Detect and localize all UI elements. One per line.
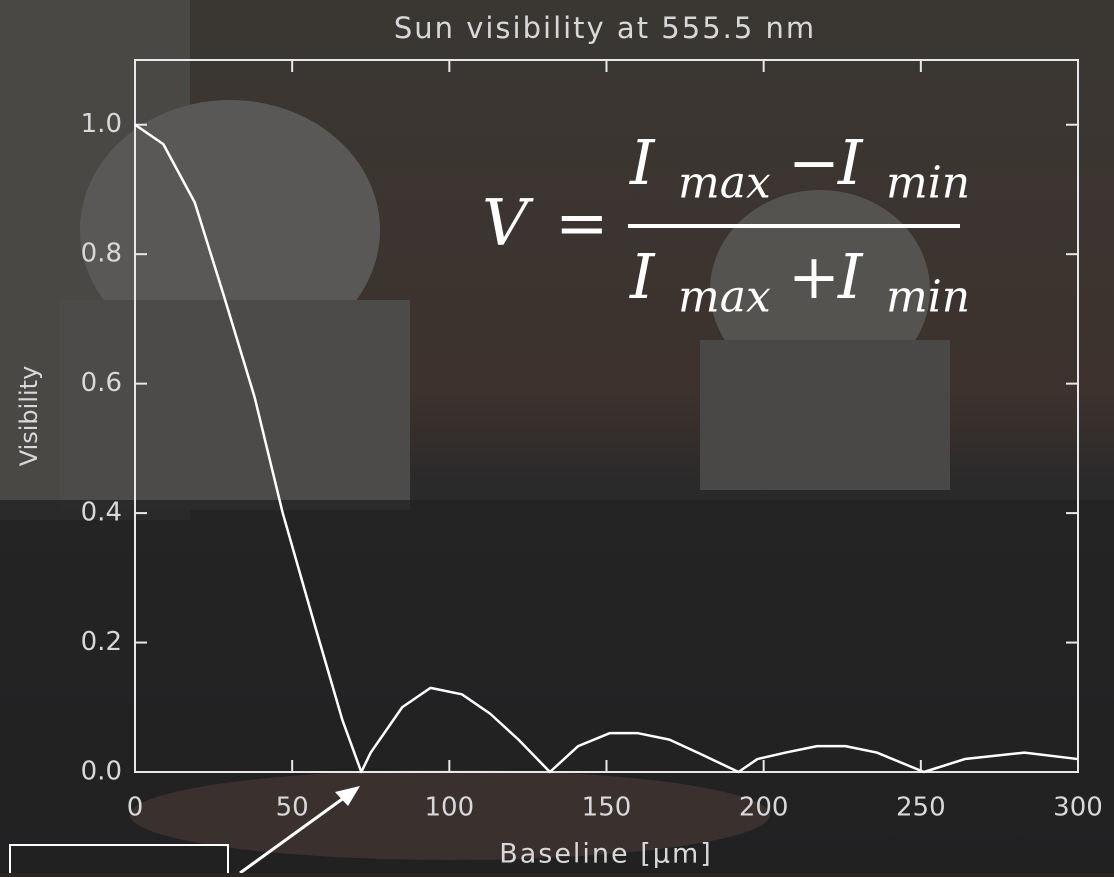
formula-subscript: min xyxy=(886,158,970,209)
formula-operator: − xyxy=(788,126,840,199)
x-tick-label: 300 xyxy=(1053,793,1103,823)
formula-symbol: I xyxy=(629,126,656,199)
dome xyxy=(80,100,380,360)
formula-lhs: V xyxy=(482,187,534,261)
formula-subscript: max xyxy=(678,158,771,209)
y-tick-label: 0.6 xyxy=(81,368,122,398)
formula-equals: = xyxy=(555,187,609,261)
formula-symbol: I xyxy=(629,240,656,313)
arrow xyxy=(239,790,353,875)
x-tick-label: 0 xyxy=(127,793,144,823)
y-tick-label: 0.8 xyxy=(81,239,122,269)
formula-symbol: I xyxy=(837,240,864,313)
x-axis-label: Baseline [μm] xyxy=(499,839,713,870)
x-tick-label: 150 xyxy=(582,793,632,823)
y-tick-label: 0.4 xyxy=(81,498,122,528)
x-tick-label: 200 xyxy=(739,793,789,823)
data-line xyxy=(134,123,1079,774)
formula-subscript: max xyxy=(678,272,771,323)
y-tick-label: 0.0 xyxy=(81,757,122,787)
x-tick-label: 50 xyxy=(276,793,309,823)
y-tick-label: 1.0 xyxy=(81,109,122,139)
formula-subscript: min xyxy=(886,272,970,323)
arrow-head xyxy=(335,786,360,806)
dome-base xyxy=(700,340,950,490)
y-tick-label: 0.2 xyxy=(81,627,122,657)
empty-box xyxy=(9,844,229,877)
x-tick-label: 100 xyxy=(425,793,475,823)
formula-symbol: I xyxy=(837,126,864,199)
y-axis-label: Visibility xyxy=(15,366,43,467)
chart-title: Sun visibility at 555.5 nm xyxy=(394,11,816,45)
formula-operator: + xyxy=(788,240,840,313)
x-tick-label: 250 xyxy=(896,793,946,823)
